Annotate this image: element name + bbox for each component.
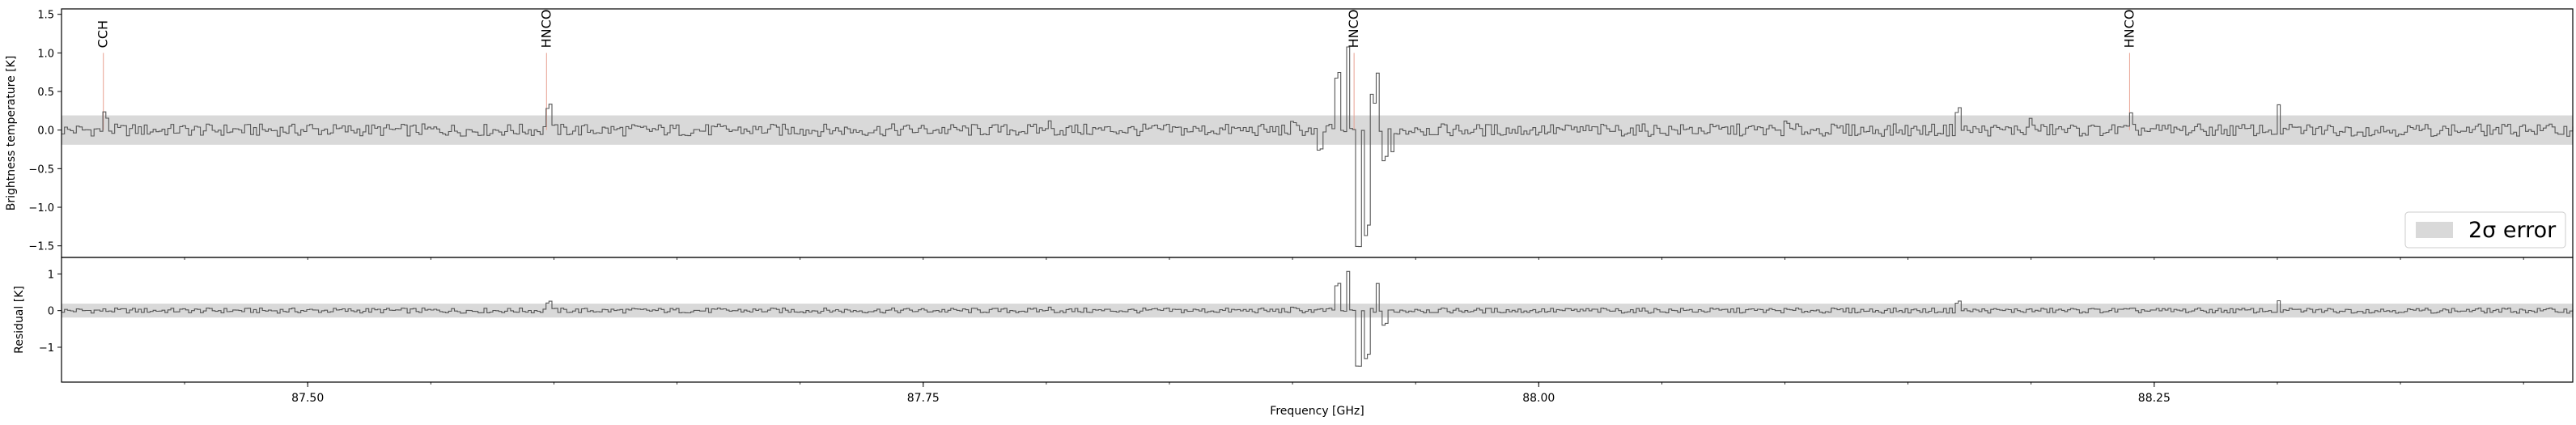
residual-series <box>62 270 2574 367</box>
legend-label: 2σ error <box>2468 218 2557 243</box>
x-ticks: 87.50 87.75 88.00 88.25 <box>184 382 2524 405</box>
y-tick-label-1: 0 <box>48 306 54 318</box>
y-ticks: 1 0 −1 <box>39 269 62 355</box>
y-axis-label: Residual [K] <box>13 286 26 354</box>
y-tick-label-5: −1.0 <box>28 202 54 215</box>
line-marker-label-2: HNCO <box>1346 10 1361 49</box>
line-marker-label-0: CCH <box>95 20 111 48</box>
y-tick-label-3: 0.0 <box>37 125 54 138</box>
spectrum-line <box>62 46 2574 248</box>
y-tick-label-0: 1 <box>48 269 54 281</box>
y-tick-label-2: 0.5 <box>37 87 54 99</box>
plot-frame <box>61 257 2574 383</box>
line-marker-label-3: HNCO <box>2121 10 2137 49</box>
error-band <box>62 304 2573 318</box>
spectrum-panel: CCH HNCO HNCO HNCO 1.5 1.0 0.5 0.0 −0.5 −1.0 −1.5… <box>5 8 2574 260</box>
legend: 2σ error <box>2404 211 2566 249</box>
x-tick-label-1: 87.75 <box>907 392 940 405</box>
y-tick-label-6: −1.5 <box>28 241 54 253</box>
legend-box <box>2404 211 2566 249</box>
x-tick-label-0: 87.50 <box>291 392 324 405</box>
line-markers: CCH HNCO HNCO HNCO <box>95 10 2137 130</box>
x-axis-label: Frequency [GHz] <box>1270 405 1364 418</box>
error-band-fill <box>62 304 2573 318</box>
legend-swatch <box>2416 222 2453 238</box>
spectrum-series <box>62 46 2574 248</box>
residual-line <box>62 270 2574 367</box>
y-axis-label: Brightness temperature [K] <box>5 56 18 211</box>
y-tick-label-0: 1.5 <box>37 10 54 22</box>
residual-panel: 1 0 −1 87.50 87.75 88.00 88.25 Residual [K] F… <box>13 257 2574 418</box>
y-tick-label-1: 1.0 <box>37 48 54 60</box>
y-tick-label-2: −1 <box>39 342 54 355</box>
y-tick-label-4: −0.5 <box>28 164 54 176</box>
x-tick-label-3: 88.25 <box>2138 392 2171 405</box>
line-marker-label-1: HNCO <box>538 10 554 49</box>
x-tick-label-2: 88.00 <box>1522 392 1555 405</box>
y-ticks: 1.5 1.0 0.5 0.0 −0.5 −1.0 −1.5 <box>28 10 62 253</box>
